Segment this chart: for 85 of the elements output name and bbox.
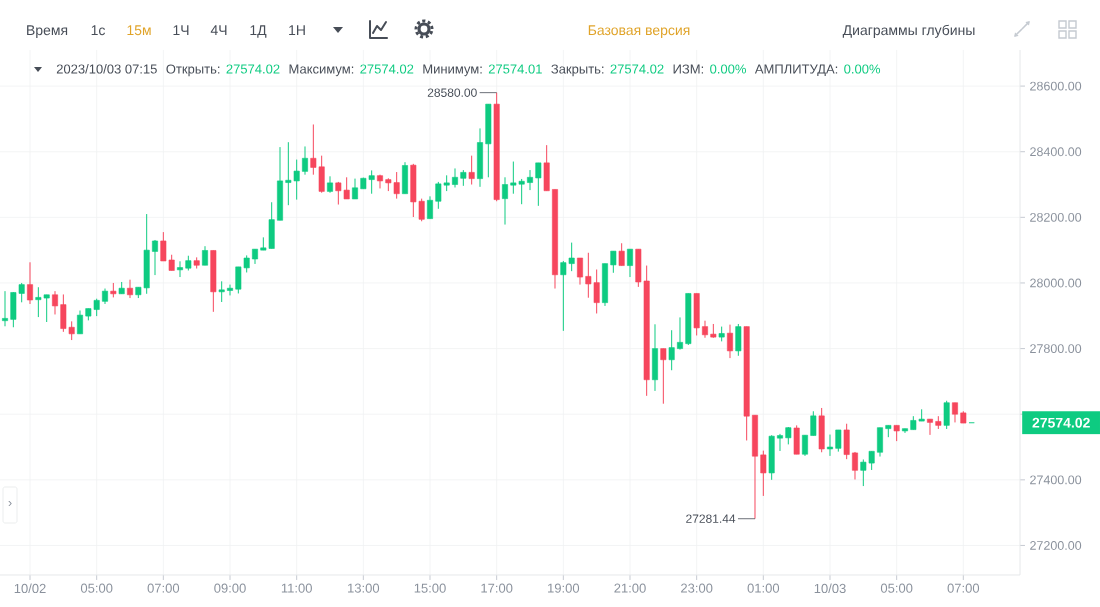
y-tick-label: 28400.00 <box>1030 147 1082 157</box>
candlestick <box>727 324 733 359</box>
candlestick <box>852 451 858 480</box>
x-tick-label: 15:00 <box>414 583 446 593</box>
x-tick-label: 09:00 <box>214 583 246 593</box>
candlestick <box>827 434 833 457</box>
annotation: ИЗМ: <box>673 64 704 74</box>
candlestick <box>952 402 958 423</box>
text: 15м <box>127 25 151 36</box>
x-tick-label: 13:00 <box>348 583 380 593</box>
annotation: 27574.02 <box>360 64 414 74</box>
candlestick <box>152 239 158 276</box>
candlestick <box>835 429 842 453</box>
annotation: АМПЛИТУДА: <box>754 64 838 77</box>
candlestick <box>660 348 667 405</box>
y-tick-label: 27200.00 <box>1030 541 1082 550</box>
annotation: 0.00% <box>710 64 746 74</box>
x-tick-label: 17:00 <box>481 583 513 593</box>
text: Базовая версия <box>588 25 690 38</box>
text: Диаграммы глубины <box>842 24 975 38</box>
annotation: 27281.44 <box>686 514 736 523</box>
candlestick <box>52 290 58 315</box>
x-tick-label: 19:00 <box>548 583 580 593</box>
candlestick <box>535 162 542 207</box>
candlestick <box>702 320 708 339</box>
candlestick <box>218 280 225 303</box>
candlestick <box>27 261 33 305</box>
text: 1Ч <box>173 25 189 35</box>
candlestick <box>927 418 933 436</box>
y-tick-label: 27800.00 <box>1030 344 1082 354</box>
candlestick <box>943 400 950 430</box>
x-tick-label: 10/03 <box>814 583 846 594</box>
annotation: › <box>8 501 12 507</box>
annotation: 0.00% <box>844 64 881 74</box>
candlestick <box>668 329 675 371</box>
annotation: Закрыть: <box>551 64 604 77</box>
candlestick <box>760 450 767 497</box>
x-tick-label: 05:00 <box>80 583 113 593</box>
candlestick <box>302 145 308 176</box>
x-tick-label: 01:00 <box>747 583 780 593</box>
annotation: 27574.02 <box>610 64 664 74</box>
candlestick <box>677 316 683 351</box>
x-tick-label: 23:00 <box>681 583 713 593</box>
candlestick <box>2 290 8 327</box>
annotation: 27574.01 <box>488 64 542 74</box>
candlestick <box>452 167 458 188</box>
candlestick <box>202 245 208 266</box>
candlestick <box>502 176 508 226</box>
x-tick-label: 10/02 <box>14 583 46 594</box>
x-tick-label: 05:00 <box>880 583 913 593</box>
y-tick-label: 28000.00 <box>1030 278 1082 288</box>
candlestick <box>527 169 533 191</box>
text: Время <box>27 25 68 38</box>
candlestick <box>802 434 808 457</box>
annotation: Открыть: <box>166 64 220 77</box>
candlestick <box>777 433 783 452</box>
candlestick <box>427 195 433 220</box>
candlestick <box>618 242 625 267</box>
text: 27574.02 <box>1032 417 1090 428</box>
candlestick <box>810 410 817 437</box>
candlestick <box>610 250 617 274</box>
text: 1Н <box>289 25 305 35</box>
annotation: Максимум: <box>289 64 354 77</box>
y-tick-label: 28600.00 <box>1030 81 1082 91</box>
candlestick <box>468 155 475 186</box>
annotation: 2023/10/03 07:15 <box>56 64 157 74</box>
candlestick <box>577 257 583 286</box>
candlestick <box>127 279 133 299</box>
x-tick-label: 07:00 <box>147 583 180 593</box>
x-tick-label: 11:00 <box>281 583 312 593</box>
candlestick <box>177 260 183 278</box>
y-tick-label: 27400.00 <box>1030 475 1082 485</box>
y-tick-label: 28200.00 <box>1030 212 1082 222</box>
x-tick-label: 21:00 <box>614 583 646 593</box>
annotation: 28580.00 <box>427 88 477 97</box>
text: 1Д <box>250 25 267 38</box>
candlestick <box>627 248 633 278</box>
annotation: Минимум: <box>423 64 482 77</box>
candlestick <box>352 178 358 200</box>
text: 1с <box>91 25 106 36</box>
annotation: 27574.02 <box>226 64 280 74</box>
candlestick <box>77 310 83 335</box>
candlestick <box>227 284 233 296</box>
x-tick-label: 07:00 <box>947 583 980 593</box>
text: 4Ч <box>210 25 227 35</box>
